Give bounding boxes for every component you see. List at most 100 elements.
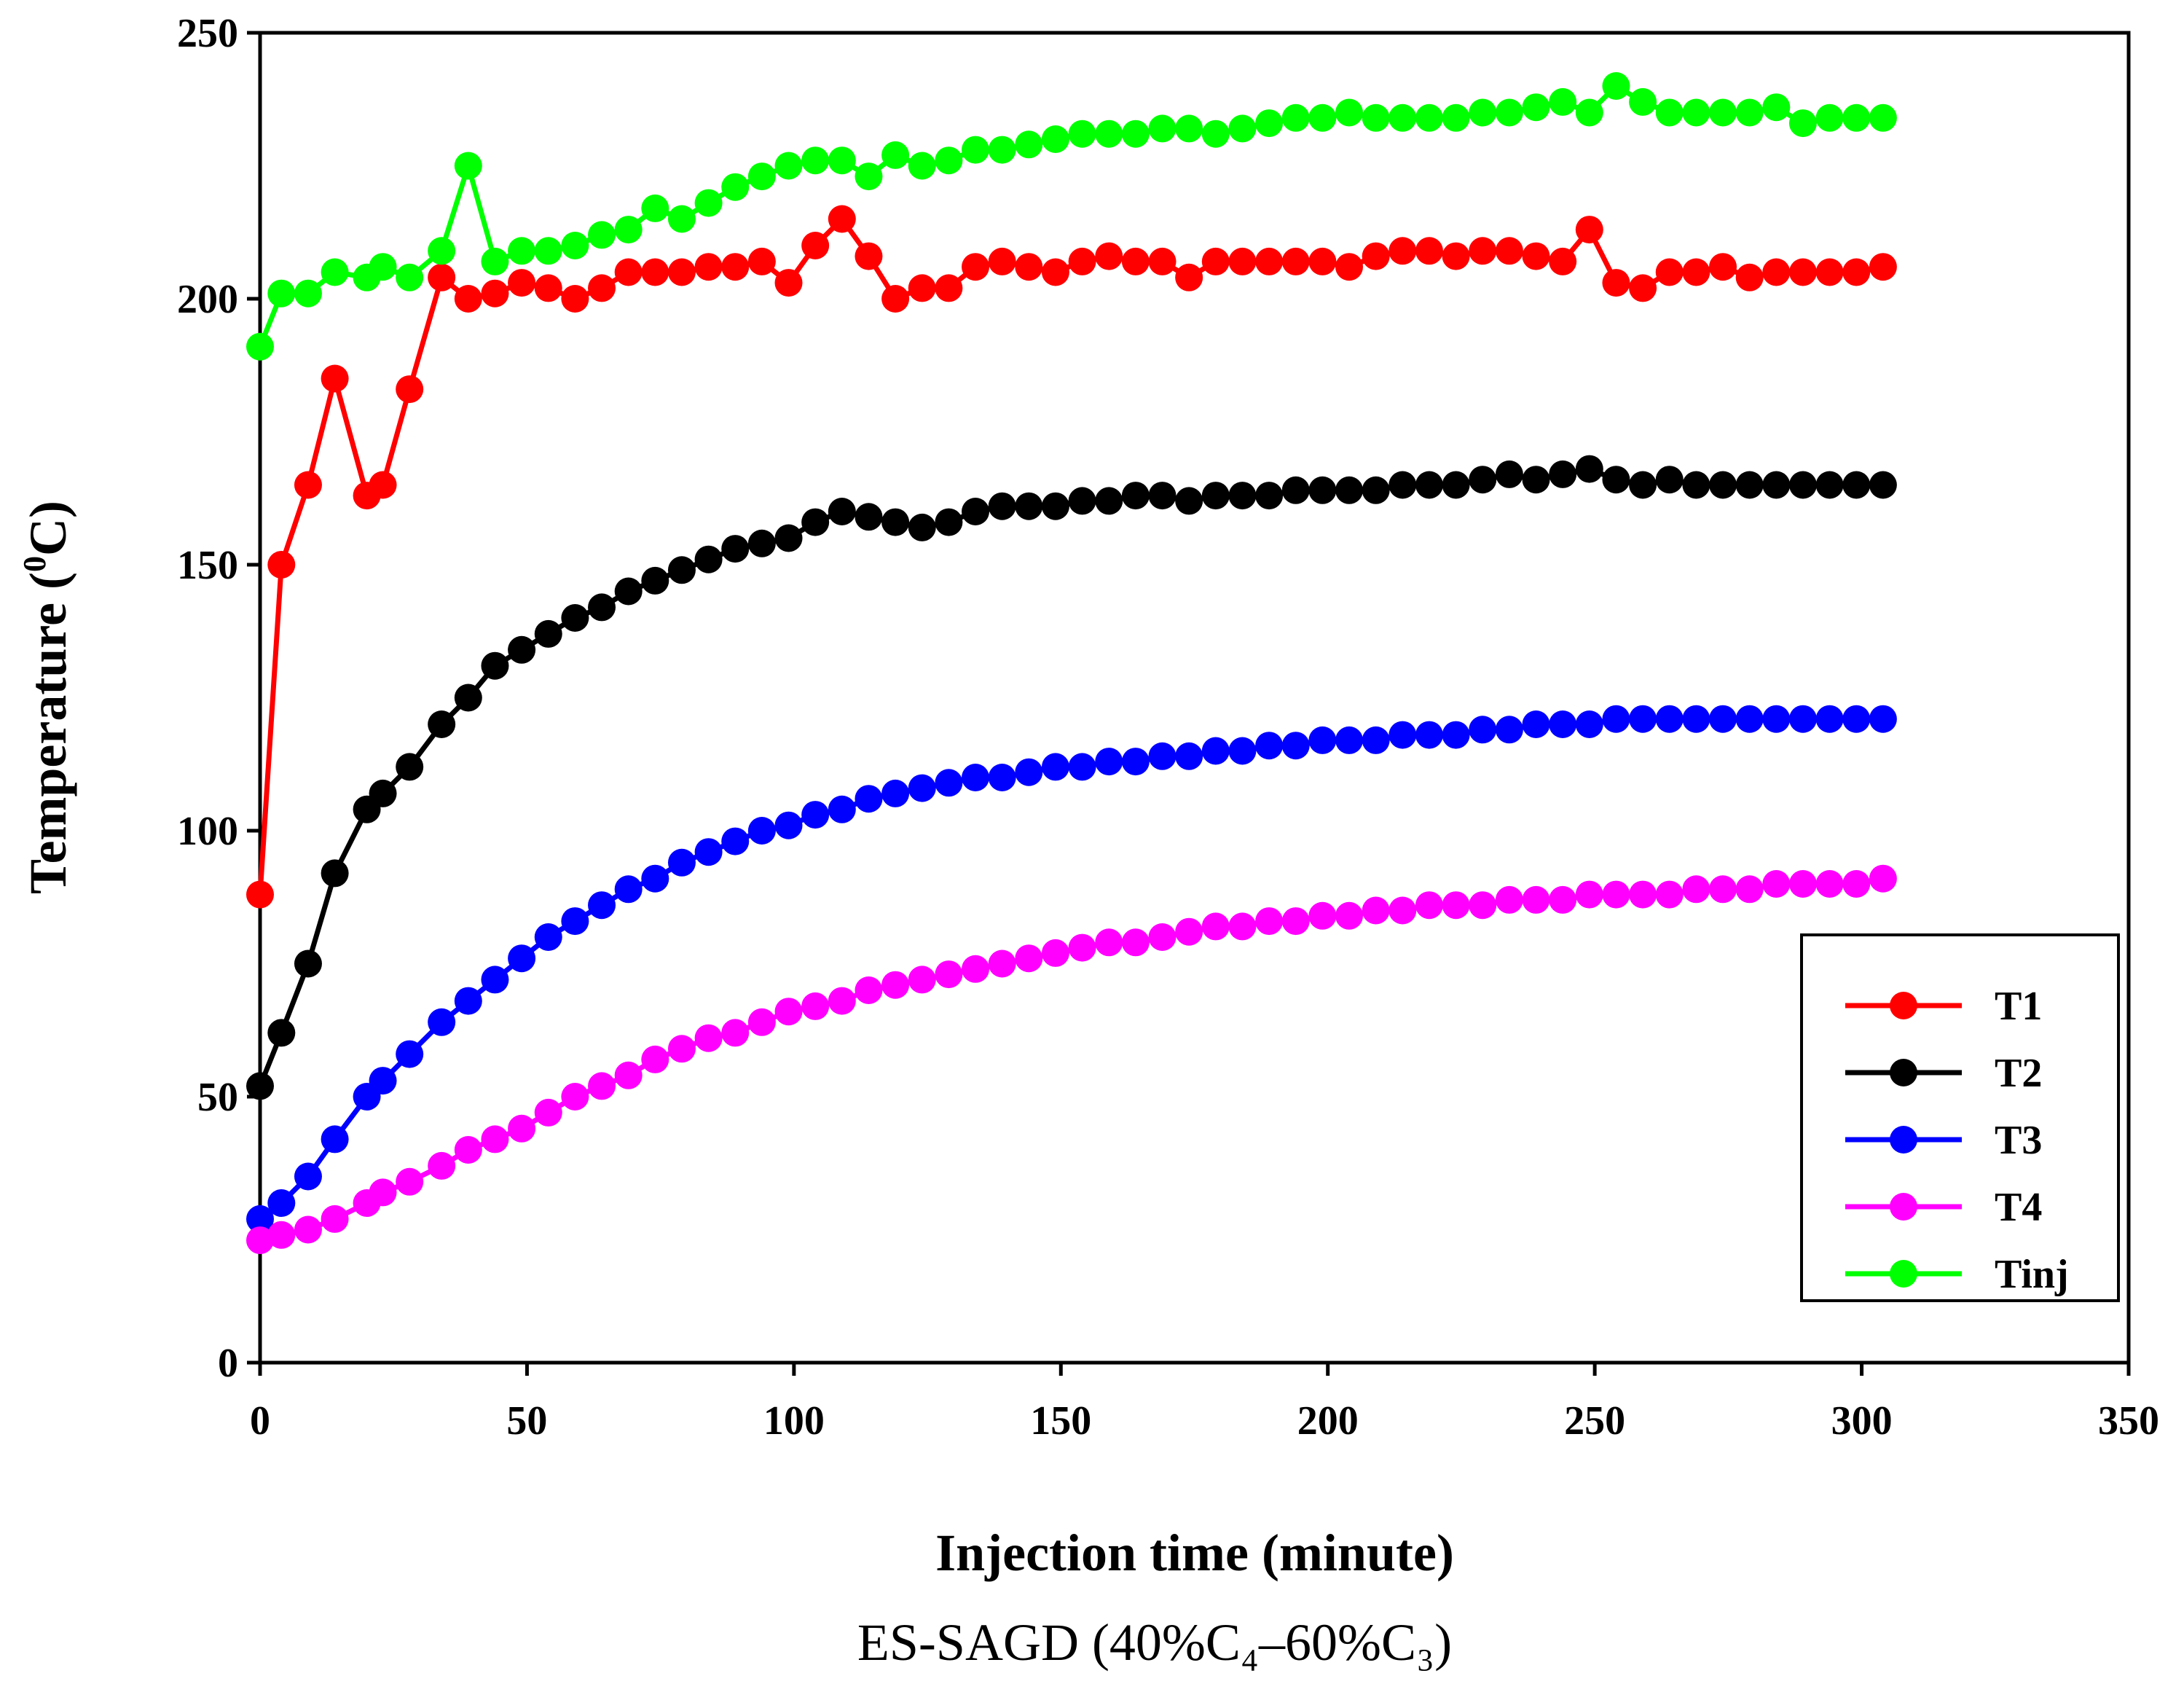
data-point-tinj xyxy=(508,237,536,265)
data-point-t4 xyxy=(1842,870,1871,898)
data-point-t1 xyxy=(962,253,990,281)
data-point-t2 xyxy=(1015,492,1043,520)
data-point-t4 xyxy=(1442,891,1470,920)
data-point-tinj xyxy=(1175,114,1203,143)
data-point-t1 xyxy=(1388,237,1417,265)
data-point-t3 xyxy=(614,875,643,904)
data-point-t1 xyxy=(321,364,349,393)
data-point-t3 xyxy=(881,779,910,807)
data-point-t2 xyxy=(396,753,424,781)
data-point-t4 xyxy=(1735,875,1764,904)
data-point-t3 xyxy=(1709,705,1737,733)
data-point-t3 xyxy=(1228,737,1257,765)
data-point-t2 xyxy=(641,566,669,595)
data-point-tinj xyxy=(1762,93,1791,122)
y-tick-label: 150 xyxy=(177,543,238,588)
data-point-t3 xyxy=(1735,705,1764,733)
data-point-tinj xyxy=(369,253,397,281)
data-point-t2 xyxy=(1068,487,1096,515)
data-point-t4 xyxy=(1388,896,1417,925)
data-point-t3 xyxy=(1148,742,1177,770)
data-point-t1 xyxy=(1602,269,1630,297)
data-point-t4 xyxy=(1148,923,1177,951)
data-point-t2 xyxy=(1175,487,1203,515)
data-point-t3 xyxy=(1575,710,1603,738)
data-point-t2 xyxy=(1388,471,1417,499)
data-point-t2 xyxy=(1815,471,1844,499)
data-point-t1 xyxy=(988,247,1016,275)
data-point-tinj xyxy=(1682,98,1710,127)
data-point-tinj xyxy=(1495,98,1523,127)
series-line-t4 xyxy=(259,876,1884,1243)
data-point-t3 xyxy=(1068,753,1096,781)
data-point-t1 xyxy=(246,880,274,909)
data-point-t1 xyxy=(1095,242,1123,270)
data-point-t4 xyxy=(1469,891,1497,920)
legend-label-t2: T2 xyxy=(1995,1051,2042,1096)
y-tick-label: 0 xyxy=(218,1341,238,1386)
data-point-t2 xyxy=(1869,471,1897,499)
data-point-t3 xyxy=(1682,705,1710,733)
data-point-tinj xyxy=(1281,103,1310,132)
data-point-t1 xyxy=(1442,242,1470,270)
data-point-t1 xyxy=(588,274,616,302)
data-point-t2 xyxy=(1121,482,1150,510)
y-axis-title-unit: C) xyxy=(19,501,77,556)
data-point-t1 xyxy=(1762,258,1791,286)
data-point-tinj xyxy=(641,194,669,222)
x-tick-label: 200 xyxy=(1297,1398,1359,1444)
data-point-t1 xyxy=(881,285,910,313)
data-point-t2 xyxy=(1041,492,1069,520)
data-point-t4 xyxy=(774,998,803,1026)
data-point-t3 xyxy=(1522,710,1550,738)
data-point-t2 xyxy=(1201,482,1230,510)
data-point-t3 xyxy=(1602,705,1630,733)
data-point-tinj xyxy=(908,152,936,180)
series-line-t2 xyxy=(257,466,1883,1087)
series-t2 xyxy=(246,455,1897,1100)
data-point-t4 xyxy=(1015,944,1043,973)
data-point-t2 xyxy=(1255,482,1284,510)
data-point-t4 xyxy=(369,1178,397,1207)
data-point-t1 xyxy=(1121,247,1150,275)
data-point-t1 xyxy=(1815,258,1844,286)
legend-item-t1: T1 xyxy=(1845,984,2042,1029)
data-point-tinj xyxy=(721,173,750,201)
data-point-t3 xyxy=(721,827,750,855)
data-point-t2 xyxy=(1655,466,1684,494)
data-point-tinj xyxy=(1335,98,1364,127)
data-point-t2 xyxy=(1335,476,1364,504)
data-point-t1 xyxy=(667,258,696,286)
x-tick-label: 0 xyxy=(250,1398,270,1444)
data-point-t2 xyxy=(1442,471,1470,499)
data-point-t3 xyxy=(1121,748,1150,776)
data-point-t2 xyxy=(694,545,723,573)
data-point-t2 xyxy=(1415,471,1443,499)
y-axis-title: Temperature (0C) xyxy=(17,501,77,894)
data-point-tinj xyxy=(855,162,883,191)
data-point-t4 xyxy=(855,976,883,1004)
data-point-t2 xyxy=(1629,471,1657,499)
data-point-t2 xyxy=(855,503,883,531)
series-line-t1 xyxy=(257,216,1884,895)
data-point-t1 xyxy=(267,551,296,579)
x-tick-label: 100 xyxy=(763,1398,825,1444)
data-point-t1 xyxy=(1201,247,1230,275)
data-point-t4 xyxy=(534,1098,562,1127)
data-point-tinj xyxy=(1415,103,1443,132)
data-point-t4 xyxy=(1655,880,1684,909)
data-point-tinj xyxy=(588,221,616,249)
data-point-t1 xyxy=(1041,258,1069,286)
data-point-t2 xyxy=(935,508,963,536)
x-tick-label: 150 xyxy=(1030,1398,1091,1444)
data-point-tinj xyxy=(1015,130,1043,159)
legend-label-t4: T4 xyxy=(1995,1185,2042,1230)
data-point-t1 xyxy=(481,279,509,308)
data-point-t3 xyxy=(855,785,883,813)
data-point-tinj xyxy=(1442,103,1470,132)
data-point-t2 xyxy=(267,1019,296,1047)
data-point-tinj xyxy=(246,332,274,361)
legend-marker-tinj xyxy=(1890,1260,1917,1288)
data-point-t2 xyxy=(1495,460,1523,488)
